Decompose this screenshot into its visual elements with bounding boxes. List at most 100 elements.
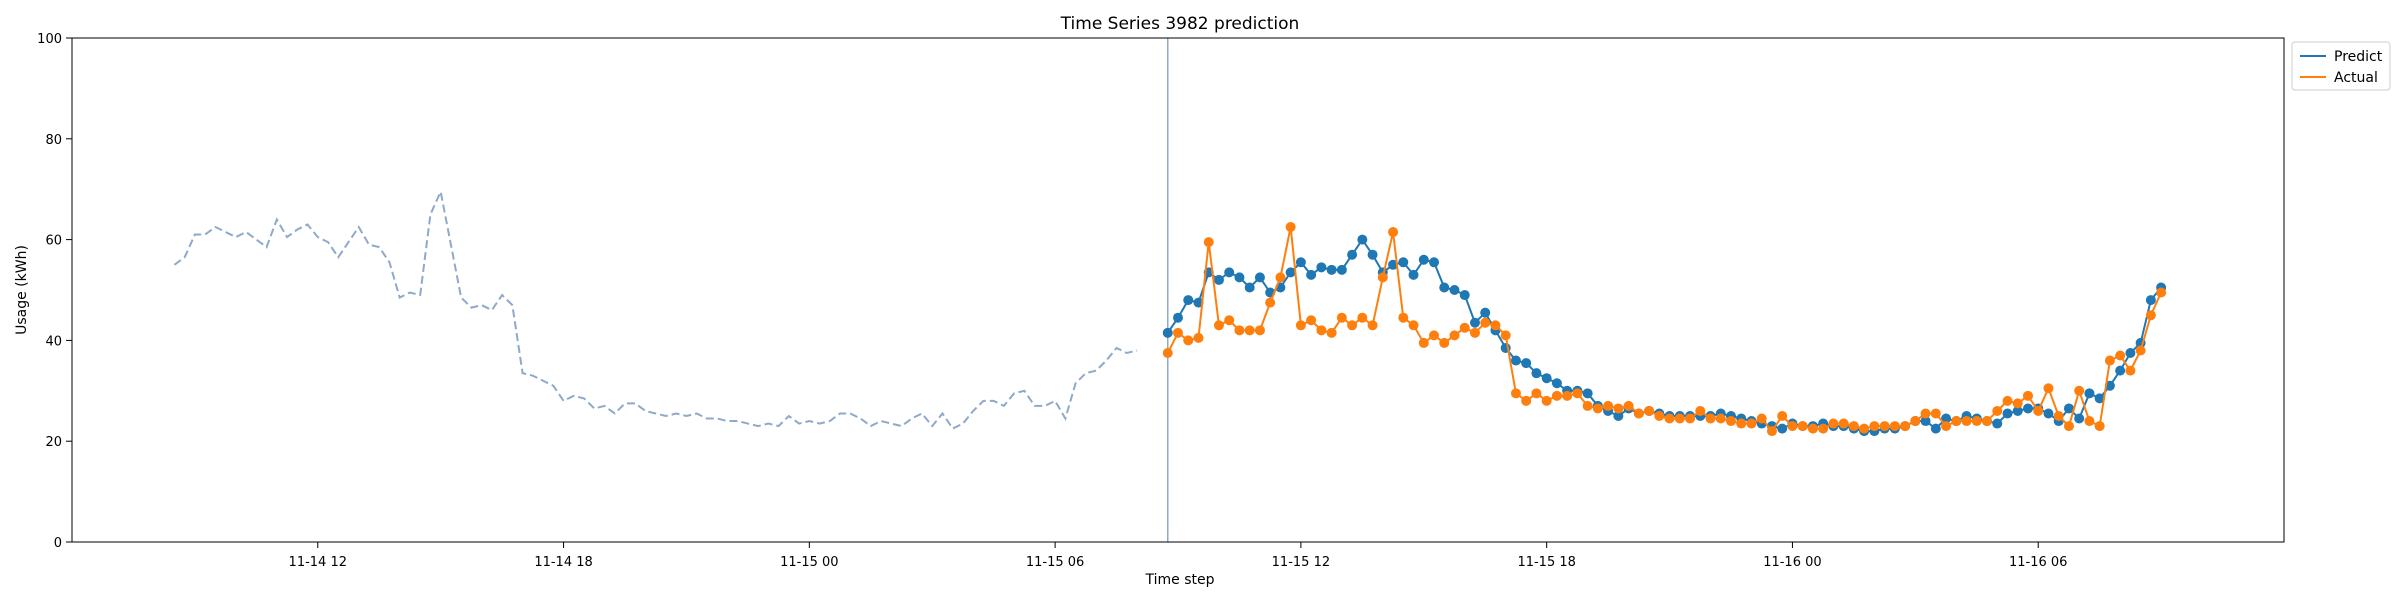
actual-point [2115, 350, 2126, 361]
actual-point [1459, 322, 1470, 333]
actual-point [1715, 413, 1726, 424]
actual-point [2084, 416, 2095, 427]
predict-point [2145, 295, 2156, 306]
actual-point [1521, 395, 1532, 406]
predict-point [2125, 348, 2136, 358]
actual-point [1367, 320, 1378, 331]
actual-point [1633, 408, 1644, 419]
predict-point [1469, 317, 1480, 328]
predict-point [1367, 249, 1378, 260]
actual-point [2074, 385, 2085, 396]
actual-point [1736, 418, 1747, 429]
x-tick-label: 11-14 18 [534, 555, 592, 570]
predict-point [1510, 355, 1521, 366]
actual-point [1336, 312, 1347, 323]
x-tick-label: 11-15 12 [1272, 555, 1330, 570]
actual-point [1971, 416, 1982, 427]
actual-point [2125, 365, 2136, 376]
predict-point [1254, 272, 1265, 283]
predict-point [2022, 403, 2033, 414]
actual-point [1347, 320, 1358, 331]
actual-point [1664, 413, 1675, 424]
actual-point [1695, 405, 1706, 416]
actual-point [1613, 403, 1624, 414]
y-tick-label: 60 [45, 234, 62, 249]
y-axis-label: Usage (kWh) [14, 245, 30, 335]
predict-point [1449, 285, 1460, 295]
actual-point [1900, 421, 1911, 432]
x-tick-label: 11-15 18 [1517, 555, 1575, 570]
y-tick-label: 20 [45, 435, 62, 450]
predict-point [1930, 423, 1941, 434]
actual-point [1787, 421, 1798, 432]
actual-point [1941, 421, 1952, 432]
actual-point [1490, 320, 1501, 331]
actual-point [1889, 421, 1900, 432]
predict-point [1429, 257, 1440, 268]
actual-point [1603, 400, 1614, 411]
predict-point [1357, 234, 1368, 245]
actual-point [1756, 413, 1767, 424]
actual-point [1807, 423, 1818, 434]
actual-point [1848, 421, 1859, 432]
actual-point [1685, 413, 1696, 424]
actual-point [1982, 416, 1993, 427]
actual-point [1705, 413, 1716, 424]
x-tick-label: 11-16 06 [2009, 555, 2067, 570]
actual-point [1654, 411, 1665, 421]
plot-background [72, 38, 2284, 542]
predict-point [1920, 416, 1931, 427]
actual-point [1879, 421, 1890, 432]
actual-point [1562, 390, 1573, 401]
actual-point [1265, 297, 1276, 308]
predict-point [1398, 257, 1409, 268]
predict-point [1408, 269, 1419, 280]
predict-point [2104, 380, 2115, 391]
actual-point [1930, 408, 1941, 419]
plot-frame [71, 37, 2285, 543]
actual-point [1316, 325, 1327, 336]
actual-point [2156, 287, 2167, 298]
actual-point [2063, 421, 2074, 432]
chart-title: Time Series 3982 prediction [1060, 14, 1300, 34]
actual-point [1551, 390, 1562, 401]
predict-point [1347, 249, 1358, 260]
predict-point [1326, 264, 1337, 275]
predict-point [2063, 403, 2074, 414]
actual-point [1234, 325, 1245, 336]
actual-point [1357, 312, 1368, 323]
actual-point [1244, 325, 1255, 336]
y-tick-label: 100 [37, 32, 62, 47]
predict-point [1336, 264, 1347, 275]
actual-point [2012, 398, 2023, 409]
actual-point [1500, 330, 1511, 341]
x-axis-label: Time step [1145, 572, 1215, 588]
predict-point [2115, 365, 2126, 376]
actual-point [2053, 411, 2064, 421]
predict-point [1244, 282, 1255, 293]
predict-point [1480, 307, 1491, 318]
predict-point [2074, 413, 2085, 424]
predict-point [1295, 257, 1306, 268]
y-tick-label: 80 [45, 133, 62, 148]
predict-point [1459, 290, 1470, 301]
actual-point [1377, 272, 1388, 283]
actual-point [1469, 327, 1480, 338]
history-line [173, 188, 1138, 430]
actual-point [2033, 405, 2044, 416]
actual-point [1213, 320, 1224, 331]
actual-series [1162, 222, 2167, 437]
actual-point [1766, 426, 1777, 437]
predict-point [2094, 393, 2105, 404]
predict-point [1582, 388, 1593, 399]
actual-point [1295, 320, 1306, 331]
predict-point [1541, 373, 1552, 384]
actual-point [1173, 327, 1183, 338]
actual-point [1439, 337, 1450, 348]
legend: Predict Actual [2291, 41, 2391, 91]
predict-point [2043, 408, 2054, 419]
predict-point [2084, 388, 2095, 399]
actual-point [1726, 416, 1736, 427]
actual-point [1408, 320, 1419, 331]
predict-point [1388, 259, 1399, 270]
